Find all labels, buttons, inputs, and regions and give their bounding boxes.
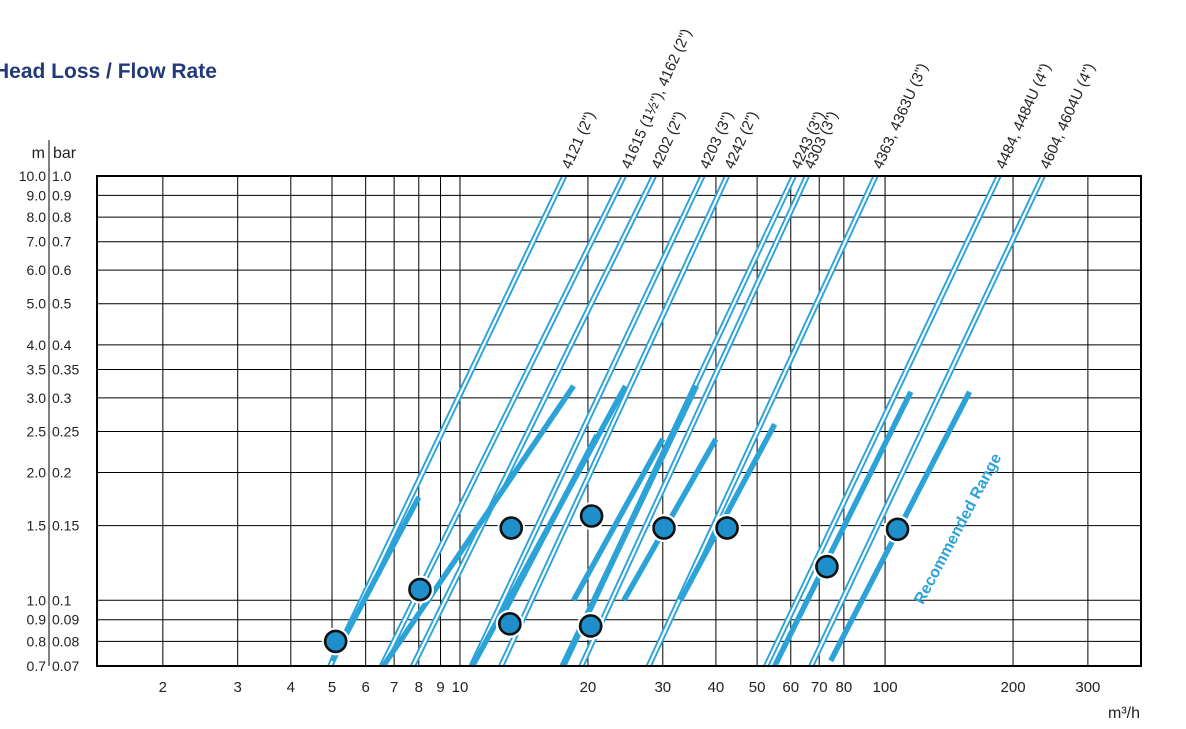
y-tick-label-m: 0.9 [27, 612, 47, 628]
operating-point-halo [495, 609, 524, 638]
series-label: 4363, 4363U (3") [870, 61, 932, 172]
y-tick-label-m: 5.0 [27, 296, 47, 312]
x-tick-label: 10 [452, 679, 469, 696]
operating-point-halo [576, 611, 605, 640]
curve-inner-9 [810, 175, 1044, 667]
operating-point-halo [883, 515, 912, 544]
operating-point-marker [323, 629, 348, 654]
recommended-range-10 [380, 384, 576, 668]
x-tick-label: 300 [1075, 679, 1100, 696]
chart-title: Head Loss / Flow Rate [0, 60, 217, 83]
y-tick-label-bar: 0.7 [52, 234, 72, 250]
x-tick-label: 40 [708, 679, 725, 696]
x-tick-label: 4 [287, 679, 295, 696]
y-tick-label-bar: 0.9 [52, 187, 72, 203]
curve-inner-4 [500, 175, 729, 667]
operating-point-marker [652, 516, 676, 540]
y-tick-label-m: 10.0 [19, 168, 46, 184]
recommended-range-14 [571, 437, 666, 602]
x-tick-label: 6 [361, 679, 369, 696]
y-tick-label-m: 2.0 [27, 465, 47, 481]
y-tick-label-m: 3.5 [27, 361, 47, 377]
y-tick-label-bar: 0.35 [52, 361, 79, 377]
y-unit-left: m [32, 145, 45, 162]
operating-point-halo [497, 514, 526, 543]
curve-inner-6 [580, 175, 808, 667]
y-tick-label-m: 4.0 [27, 337, 47, 353]
operating-point-halo [321, 627, 350, 656]
plot-frame [96, 175, 1142, 667]
operating-point-marker [578, 614, 603, 638]
y-tick-label-bar: 0.15 [52, 518, 79, 534]
x-tick-label: 70 [811, 679, 828, 696]
y-tick-label-bar: 0.07 [52, 658, 79, 674]
y-tick-label-m: 7.0 [27, 234, 47, 250]
y-tick-label-bar: 0.3 [52, 390, 72, 406]
curve-inner-2 [411, 175, 655, 667]
y-tick-label-m: 0.8 [27, 633, 47, 649]
y-tick-label-bar: 1.0 [52, 168, 72, 184]
y-tick-label-bar: 0.1 [52, 592, 72, 608]
y-tick-label-m: 2.5 [27, 423, 47, 439]
recommended-range-17 [772, 390, 914, 668]
x-tick-label: 50 [749, 679, 766, 696]
y-tick-label-m: 3.0 [27, 390, 47, 406]
y-tick-label-bar: 0.8 [52, 209, 72, 225]
y-tick-label-bar: 0.09 [52, 612, 79, 628]
operating-point-marker [579, 504, 604, 528]
operating-point-marker [408, 577, 432, 602]
curve-inner-3 [470, 175, 704, 667]
y-tick-label-m: 6.0 [27, 262, 47, 278]
x-unit-label: m³/h [1108, 705, 1140, 722]
x-tick-label: 9 [436, 679, 444, 696]
operating-point-halo [812, 552, 841, 581]
recommended-range-12 [503, 433, 600, 612]
y-tick-label-bar: 0.08 [52, 633, 79, 649]
x-tick-label: 2 [159, 679, 167, 696]
operating-point-marker [885, 517, 910, 542]
y-tick-label-m: 1.0 [27, 592, 47, 608]
operating-point-marker [498, 612, 522, 636]
series-label: 4121 (2") [558, 109, 598, 172]
x-tick-label: 200 [1001, 679, 1026, 696]
x-tick-label: 100 [873, 679, 898, 696]
x-tick-label: 60 [782, 679, 799, 696]
axis-layer: 2 3 4 5 6 7 8 9 10 20 30 40 50 60 70 80 100 200 300 10.0 1.0… [19, 140, 1142, 722]
x-tick-label: 3 [234, 679, 242, 696]
curve-inner-0 [329, 175, 566, 667]
y-tick-label-bar: 0.6 [52, 262, 72, 278]
x-tick-label: 5 [328, 679, 336, 696]
y-tick-label-m: 8.0 [27, 209, 47, 225]
x-tick-label: 30 [654, 679, 671, 696]
y-tick-label-bar: 0.25 [52, 423, 79, 439]
y-unit-right: bar [53, 145, 77, 162]
y-tick-label-m: 0.7 [27, 658, 47, 674]
marker-layer [321, 501, 912, 656]
y-tick-label-bar: 0.2 [52, 465, 72, 481]
operating-point-marker [499, 516, 524, 540]
y-tick-label-bar: 0.4 [52, 337, 72, 353]
x-tick-label: 7 [390, 679, 398, 696]
recommended-range-16 [677, 422, 778, 602]
operating-point-marker [715, 516, 739, 540]
operating-point-halo [713, 514, 742, 543]
operating-point-halo [577, 501, 606, 530]
y-tick-label-m: 1.5 [27, 518, 47, 534]
x-tick-label: 80 [836, 679, 853, 696]
operating-point-marker [815, 554, 839, 579]
x-tick-label: 20 [580, 679, 597, 696]
x-tick-label: 8 [415, 679, 423, 696]
recommended-range-layer [329, 384, 972, 668]
operating-point-halo [405, 575, 434, 604]
curve-inner-8 [765, 175, 1000, 667]
y-tick-label-bar: 0.5 [52, 296, 72, 312]
operating-point-halo [650, 514, 679, 543]
y-tick-label-m: 9.0 [27, 187, 47, 203]
